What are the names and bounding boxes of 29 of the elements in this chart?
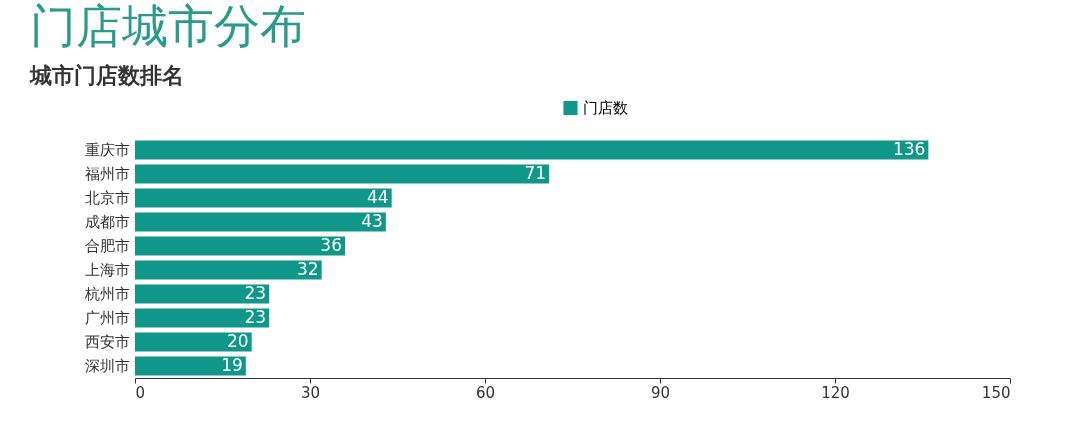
data-label: 20 xyxy=(227,331,249,351)
data-label: 19 xyxy=(221,355,243,375)
y-tick-label: 北京市 xyxy=(84,189,130,207)
x-tick-label: 30 xyxy=(300,383,321,402)
data-label: 36 xyxy=(320,235,342,255)
data-label: 44 xyxy=(367,187,389,207)
data-label: 23 xyxy=(244,283,267,303)
y-tick-label: 深圳市 xyxy=(84,357,130,375)
data-label: 136 xyxy=(892,139,926,159)
y-tick-label: 成都市 xyxy=(84,213,130,231)
data-label: 71 xyxy=(524,163,547,183)
chart-subtitle: 城市门店数排名 xyxy=(29,63,184,88)
data-label: 23 xyxy=(244,307,267,327)
y-tick-label: 广州市 xyxy=(84,309,130,327)
data-label: 43 xyxy=(361,211,383,231)
x-tick-label: 90 xyxy=(650,383,671,402)
x-tick-label: 150 xyxy=(981,383,1011,402)
y-tick-label: 合肥市 xyxy=(84,237,130,255)
chart-title: 门店城市分布 xyxy=(30,0,306,53)
y-tick-label: 重庆市 xyxy=(84,141,130,159)
y-tick-label: 上海市 xyxy=(84,261,130,279)
data-label: 32 xyxy=(297,259,319,279)
y-tick-label: 西安市 xyxy=(84,333,130,351)
x-tick-label: 120 xyxy=(821,383,850,402)
x-tick-label: 0 xyxy=(135,383,146,402)
y-tick-label: 福州市 xyxy=(84,165,130,183)
y-tick-label: 杭州市 xyxy=(83,285,130,303)
legend-label: 门店数 xyxy=(582,99,628,117)
x-tick-label: 60 xyxy=(475,383,496,402)
